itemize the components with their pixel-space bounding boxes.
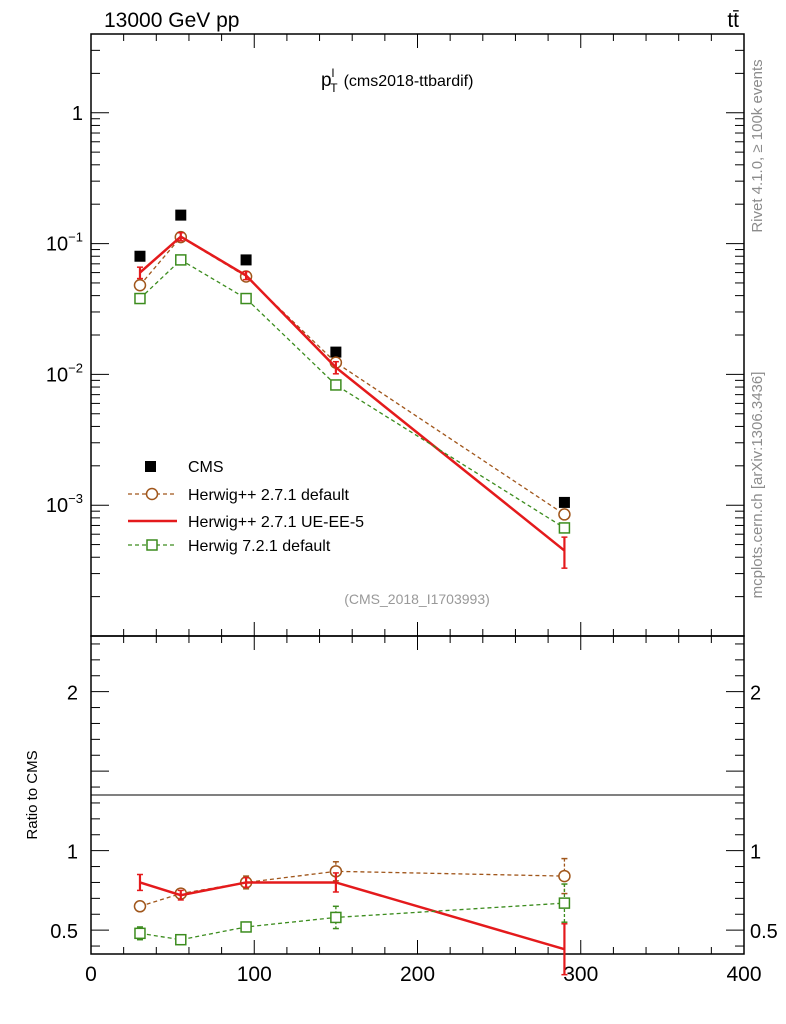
- legend-label-herwig-ue-ee-5: Herwig++ 2.7.1 UE-EE-5: [188, 514, 364, 531]
- ratio-y-tick-label: 0.5: [50, 921, 78, 943]
- legend-label-herwig-7-2-1-default: Herwig 7.2.1 default: [188, 538, 331, 555]
- ratio-marker-herwig-7-2-1-default: [558, 897, 571, 909]
- legend: CMS Herwig++ 2.7.1 default Herwig++ 2.7.…: [128, 459, 364, 555]
- y-tick-label-base: 10: [46, 364, 68, 386]
- main-marker-herwig-7-2-1-default: [558, 522, 571, 534]
- ratio-marker-herwig-7-2-1-default: [240, 921, 252, 933]
- ratio-y-axis-label: Ratio to CMS: [24, 750, 41, 839]
- ratio-marker-herwig-7-2-1-default: [175, 933, 187, 946]
- x-tick-label: 100: [237, 963, 272, 986]
- ratio-line-herwig-2-7-1-ue-ee-5: [139, 881, 565, 951]
- main-line-herwig-2-7-1-default: [139, 236, 565, 515]
- plot-title-sup: l: [332, 66, 335, 80]
- main-line-herwig-7-2-1-default: [139, 259, 565, 529]
- y-tick-label: 1: [72, 103, 83, 125]
- y-tick-label-exp: −1: [68, 230, 83, 245]
- data-point-cms: [240, 254, 252, 266]
- ratio-marker-herwig-7-2-1-default: [134, 927, 146, 940]
- series-layer: [133, 209, 571, 976]
- main-marker-herwig-7-2-1-default: [240, 292, 252, 305]
- y-tick-label-exp: −2: [68, 360, 83, 375]
- y-tick-label: 10−2: [46, 360, 83, 386]
- data-point-cms: [330, 346, 342, 358]
- ratio-y-tick-label-right: 2: [750, 683, 761, 705]
- plot-title-sub: T: [330, 81, 338, 95]
- x-tick-label: 300: [563, 963, 598, 986]
- ratio-marker-herwig-2-7-1-default: [558, 869, 571, 883]
- plot-title-symbol: p: [321, 70, 332, 91]
- plot-title: pl T (cms2018-ttbardif): [321, 66, 473, 95]
- ratio-marker-herwig-2-7-1-default: [133, 900, 147, 913]
- main-marker-herwig-7-2-1-default: [330, 379, 342, 391]
- legend-marker-cms: [145, 461, 156, 472]
- analysis-tag: (CMS_2018_I1703993): [344, 591, 490, 607]
- data-point-cms: [175, 209, 187, 221]
- ratio-y-tick-label: 1: [67, 842, 78, 864]
- x-tick-label: 0: [85, 963, 97, 986]
- y-tick-label-base: 10: [46, 495, 68, 517]
- legend-marker-herwig-7-2-1-default: [146, 539, 158, 551]
- legend-label-herwig-2-7-1-default: Herwig++ 2.7.1 default: [188, 487, 350, 504]
- x-tick-label: 200: [400, 963, 435, 986]
- ratio-y-tick-label-right: 0.5: [750, 921, 778, 943]
- y-tick-label-base: 10: [46, 234, 68, 256]
- legend-label-cms: CMS: [188, 459, 224, 476]
- main-marker-herwig-7-2-1-default: [134, 292, 146, 305]
- main-marker-herwig-2-7-1-default: [133, 279, 147, 292]
- ratio-y-tick-label-right: 1: [750, 842, 761, 864]
- header-energy-label: 13000 GeV pp: [104, 9, 239, 32]
- x-tick-label: 400: [726, 963, 761, 986]
- main-marker-herwig-2-7-1-default: [558, 508, 571, 521]
- ratio-line-herwig-2-7-1-default: [139, 870, 565, 907]
- mcplots-label: mcplots.cern.ch [arXiv:1306.3436]: [749, 372, 766, 599]
- y-tick-label: 10−3: [46, 491, 83, 517]
- data-point-cms: [558, 496, 570, 508]
- ratio-line-herwig-7-2-1-default: [139, 902, 565, 941]
- data-point-cms: [134, 250, 146, 262]
- rivet-label: Rivet 4.1.0, ≥ 100k events: [749, 59, 766, 232]
- main-marker-herwig-7-2-1-default: [175, 254, 187, 266]
- y-tick-label-exp: −3: [68, 491, 83, 506]
- plot-title-rest: (cms2018-ttbardif): [344, 73, 474, 90]
- legend-marker-herwig-2-7-1-default: [145, 487, 159, 501]
- ratio-marker-herwig-7-2-1-default: [330, 911, 342, 924]
- header-process-label: tt̄: [727, 9, 739, 32]
- y-tick-label: 10−1: [46, 230, 83, 256]
- ratio-y-tick-label: 2: [67, 683, 78, 705]
